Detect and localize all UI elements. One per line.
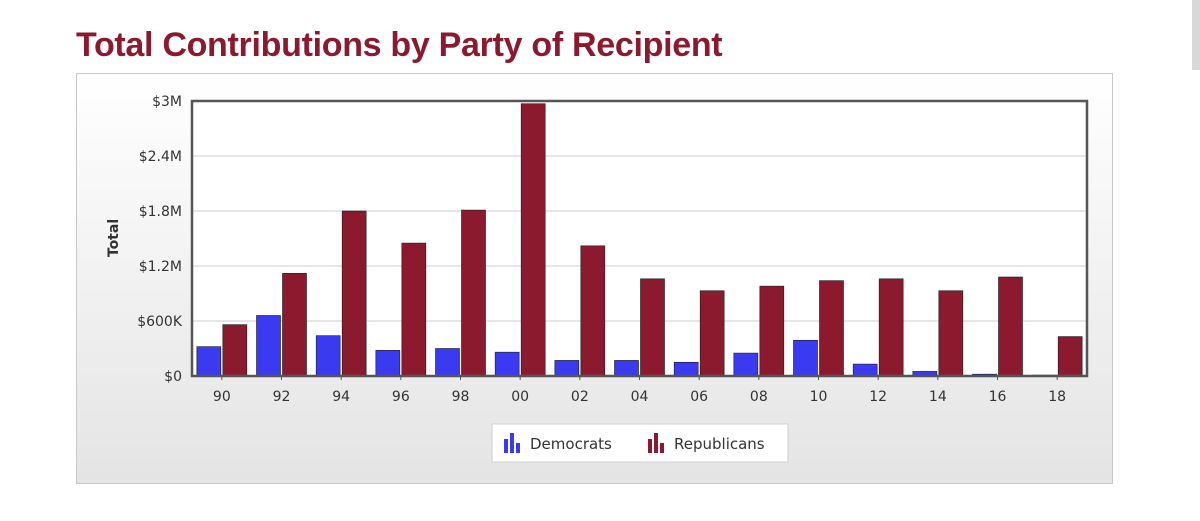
bar-republicans-12[interactable] — [878, 278, 904, 377]
y-tick-label: $1.8M — [139, 204, 182, 220]
bar-republicans-94[interactable] — [341, 210, 367, 377]
legend-icon-bar — [660, 443, 664, 453]
y-axis-title: Total — [106, 219, 122, 257]
bar-republicans-08[interactable] — [759, 285, 785, 377]
bar-democrats-96[interactable] — [375, 350, 401, 377]
bar-democrats-94[interactable] — [315, 335, 341, 377]
y-axis-ticks: $0 $600K $1.2M $1.8M $2.4M $3M — [137, 94, 183, 385]
x-tick-label: 90 — [213, 389, 231, 405]
y-tick-label: $2.4M — [139, 149, 182, 165]
bar-republicans-00[interactable] — [520, 103, 546, 377]
bar-republicans-96[interactable] — [401, 242, 427, 377]
page-title: Total Contributions by Party of Recipien… — [76, 26, 723, 64]
legend-icon-bar — [504, 439, 508, 453]
legend: Democrats Republicans — [491, 423, 789, 463]
bar-republicans-10[interactable] — [819, 280, 844, 377]
legend-item-democrats[interactable]: Democrats — [504, 433, 612, 453]
bar-chart-icon — [504, 433, 520, 453]
x-tick-label: 04 — [631, 389, 649, 405]
grid-lines — [192, 101, 1087, 376]
x-tick-label: 16 — [989, 389, 1007, 405]
legend-icon-bar — [648, 439, 652, 453]
x-tick-label: 02 — [571, 389, 589, 405]
bar-republicans-90[interactable] — [222, 324, 248, 377]
x-tick-label: 18 — [1048, 389, 1066, 405]
bar-democrats-00[interactable] — [494, 351, 520, 377]
x-tick-label: 98 — [452, 389, 470, 405]
plot-background — [192, 101, 1087, 376]
bar-republicans-14[interactable] — [938, 290, 964, 377]
bar-democrats-92[interactable] — [256, 315, 281, 377]
bar-republicans-92[interactable] — [282, 273, 307, 377]
x-tick-label: 94 — [332, 389, 350, 405]
bar-democrats-98[interactable] — [435, 348, 460, 377]
y-tick-label: $0 — [164, 369, 182, 385]
legend-item-republicans[interactable]: Republicans — [648, 433, 765, 453]
x-tick-label: 12 — [869, 389, 887, 405]
x-tick-label: 14 — [929, 389, 947, 405]
y-tick-label: $3M — [152, 94, 182, 110]
bar-democrats-90[interactable] — [196, 346, 222, 377]
x-tick-label: 92 — [273, 389, 291, 405]
legend-box — [491, 423, 789, 463]
legend-icon-bar — [510, 433, 514, 453]
x-tick-label: 10 — [810, 389, 828, 405]
legend-label-democrats: Democrats — [530, 435, 612, 453]
bar-republicans-16[interactable] — [998, 276, 1023, 377]
bar-republicans-02[interactable] — [580, 245, 606, 377]
bar-democrats-02[interactable] — [554, 360, 580, 377]
y-tick-label: $600K — [137, 314, 183, 330]
x-tick-label: 08 — [750, 389, 768, 405]
bars — [196, 103, 1083, 377]
bar-chart-icon — [648, 433, 664, 453]
legend-icon-bar — [516, 443, 520, 453]
x-tick-label: 06 — [690, 389, 708, 405]
bar-republicans-06[interactable] — [699, 290, 725, 377]
legend-icon-bar — [654, 433, 658, 453]
bar-democrats-06[interactable] — [673, 361, 699, 377]
bar-republicans-98[interactable] — [461, 209, 486, 377]
bar-democrats-08[interactable] — [733, 352, 759, 377]
x-tick-label: 00 — [511, 389, 529, 405]
bar-democrats-04[interactable] — [614, 360, 639, 377]
legend-label-republicans: Republicans — [674, 435, 765, 453]
bar-democrats-10[interactable] — [793, 339, 818, 377]
bar-republicans-18[interactable] — [1057, 336, 1083, 377]
x-axis-ticks: 90 92 94 96 98 00 02 04 06 08 10 12 14 16 18 — [213, 376, 1066, 405]
bar-democrats-12[interactable] — [852, 363, 878, 377]
bar-republicans-04[interactable] — [640, 278, 665, 377]
x-tick-label: 96 — [392, 389, 410, 405]
scrollbar-edge[interactable] — [1192, 0, 1200, 70]
y-tick-label: $1.2M — [139, 259, 182, 275]
